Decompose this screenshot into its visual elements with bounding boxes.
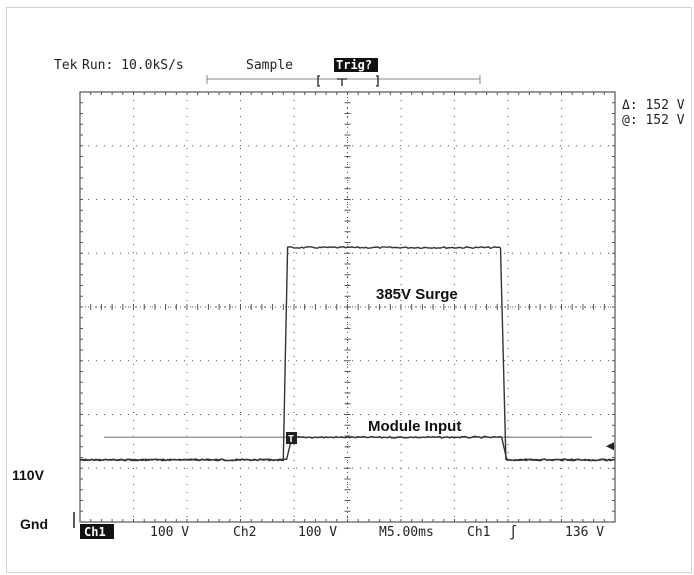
- module-input-trace: [79, 435, 616, 462]
- surge-trace: [79, 246, 616, 462]
- trigger-source: Ch1: [467, 525, 490, 540]
- trigger-level: 136 V: [565, 525, 604, 540]
- ch1-badge-bg: [80, 524, 114, 539]
- cursor-delta-readout: Δ: 152 V: [622, 98, 685, 113]
- trigger-status-badge-bg: [334, 58, 378, 72]
- timebase: M5.00ms: [379, 525, 434, 540]
- cursor-absolute-readout: @: 152 V: [622, 113, 685, 128]
- ground-label: Gnd: [20, 516, 48, 532]
- ch2-label: Ch2: [233, 525, 256, 540]
- ch1-scale: 100 V: [150, 525, 189, 540]
- record-window-bracket: [317, 75, 379, 87]
- trigger-marker-bg: [286, 432, 297, 444]
- acquisition-mode: Sample: [246, 58, 293, 73]
- level-110v-label: 110V: [12, 467, 45, 483]
- trigger-marker: T: [288, 434, 294, 445]
- screenshot-frame: [6, 7, 692, 573]
- cursor-arrow-icon: [606, 442, 614, 451]
- acquisition-rate: Run: 10.0kS/s: [82, 58, 184, 73]
- trigger-position-icon: [337, 78, 347, 86]
- brand-label: Tek: [54, 58, 78, 73]
- waveform-traces: [79, 246, 616, 462]
- module-input-annotation: Module Input: [368, 418, 461, 435]
- trigger-slope-icon: ∫: [509, 524, 517, 541]
- ch1-badge: Ch1: [84, 525, 106, 539]
- ch2-scale: 100 V: [298, 525, 337, 540]
- surge-annotation: 385V Surge: [376, 286, 458, 303]
- trigger-status-badge: Trig?: [336, 58, 372, 72]
- graticule: [79, 91, 616, 523]
